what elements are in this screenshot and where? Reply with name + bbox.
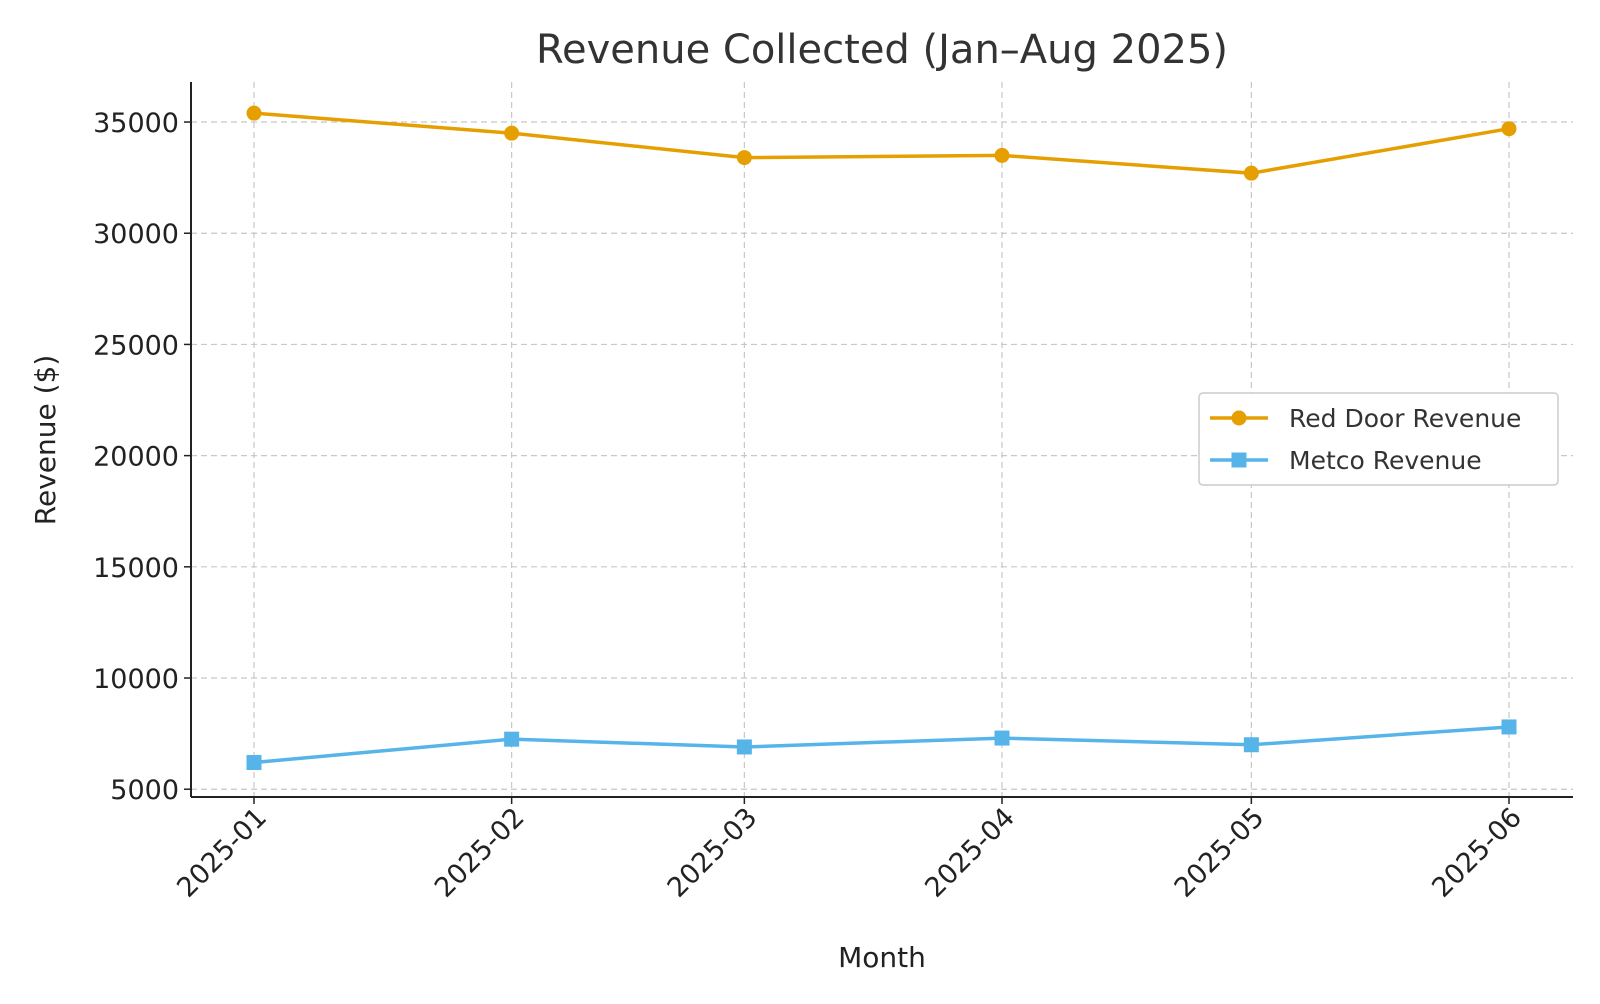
data-point bbox=[994, 147, 1010, 163]
y-tick-label: 30000 bbox=[93, 219, 179, 250]
data-point bbox=[736, 150, 752, 166]
data-point bbox=[1243, 737, 1259, 753]
x-axis-label: Month bbox=[838, 941, 926, 974]
y-tick-label: 20000 bbox=[93, 442, 179, 473]
legend-marker bbox=[1231, 410, 1247, 426]
y-tick-label: 15000 bbox=[93, 553, 179, 584]
x-tick-label: 2025-06 bbox=[1426, 802, 1528, 904]
series-line bbox=[253, 725, 1510, 765]
x-tick-label: 2025-03 bbox=[662, 802, 764, 904]
chart-title: Revenue Collected (Jan–Aug 2025) bbox=[536, 27, 1228, 73]
data-point bbox=[504, 731, 520, 747]
legend-label: Red Door Revenue bbox=[1289, 404, 1521, 433]
y-axis-label: Revenue ($) bbox=[29, 355, 62, 526]
series-line bbox=[253, 111, 1510, 175]
x-tick-label: 2025-04 bbox=[919, 802, 1021, 904]
data-point bbox=[504, 125, 520, 141]
data-point bbox=[1501, 719, 1517, 735]
data-point bbox=[1243, 165, 1259, 181]
data-point bbox=[994, 730, 1010, 746]
data-point bbox=[736, 739, 752, 755]
series-metco bbox=[246, 719, 1517, 771]
data-point bbox=[246, 105, 262, 121]
y-tick-label: 5000 bbox=[110, 775, 179, 806]
y-tick-label: 10000 bbox=[93, 664, 179, 695]
series-layer bbox=[246, 105, 1517, 771]
x-tick-label: 2025-02 bbox=[429, 802, 531, 904]
y-tick-label: 35000 bbox=[93, 108, 179, 139]
data-point bbox=[246, 755, 262, 771]
data-point bbox=[1501, 121, 1517, 137]
series-red-door bbox=[246, 105, 1517, 181]
grid bbox=[191, 82, 1573, 797]
x-tick-label: 2025-01 bbox=[171, 802, 273, 904]
legend-label: Metco Revenue bbox=[1289, 446, 1482, 475]
x-tick-label: 2025-05 bbox=[1169, 802, 1271, 904]
legend: Red Door Revenue Metco Revenue bbox=[1198, 392, 1559, 486]
axes: 2025-01 2025-02 2025-03 2025-04 2025-05 2025-… bbox=[93, 82, 1573, 904]
legend-marker bbox=[1231, 452, 1247, 468]
y-tick-label: 25000 bbox=[93, 330, 179, 361]
legend-box bbox=[1198, 392, 1559, 486]
